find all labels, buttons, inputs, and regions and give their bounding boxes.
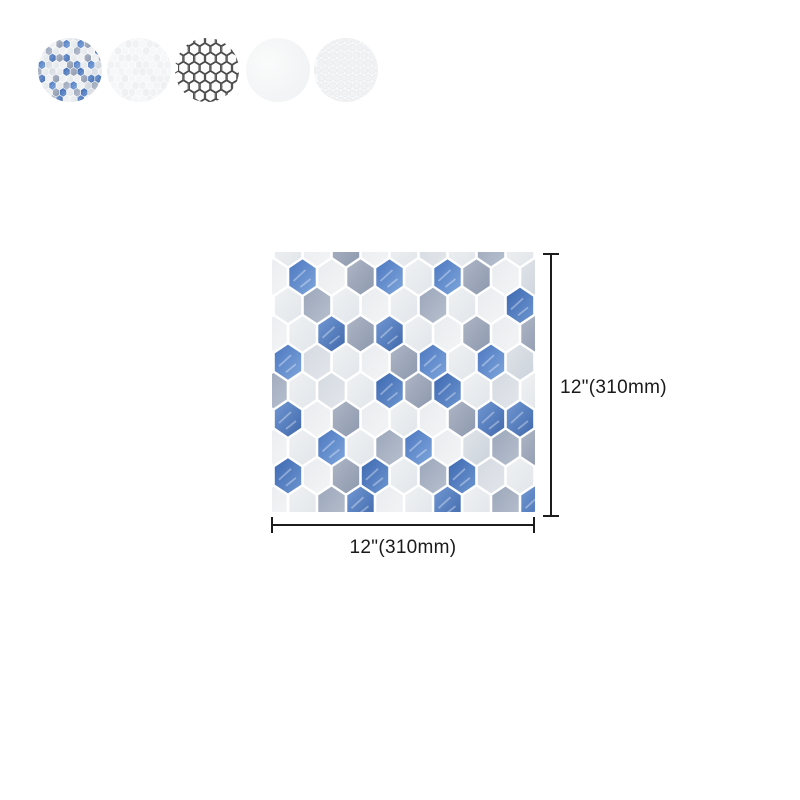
- variant-swatch-penny-round[interactable]: [314, 38, 378, 102]
- width-dimension-line: [272, 524, 534, 526]
- variant-swatch-honeycomb-grout[interactable]: [175, 38, 239, 102]
- mosaic-tile-sheet-image: [272, 252, 535, 512]
- variant-swatch-blue-hex-mosaic[interactable]: [38, 38, 102, 102]
- variant-swatch-plain-white[interactable]: [246, 38, 310, 102]
- width-dimension-right-cap: [533, 517, 535, 533]
- height-dimension-bottom-cap: [543, 515, 559, 517]
- height-dimension-line: [550, 254, 552, 516]
- height-dimension-label: 12"(310mm): [560, 377, 667, 398]
- width-dimension-label: 12"(310mm): [349, 537, 457, 558]
- variant-swatch-white-hex-mosaic[interactable]: [107, 38, 171, 102]
